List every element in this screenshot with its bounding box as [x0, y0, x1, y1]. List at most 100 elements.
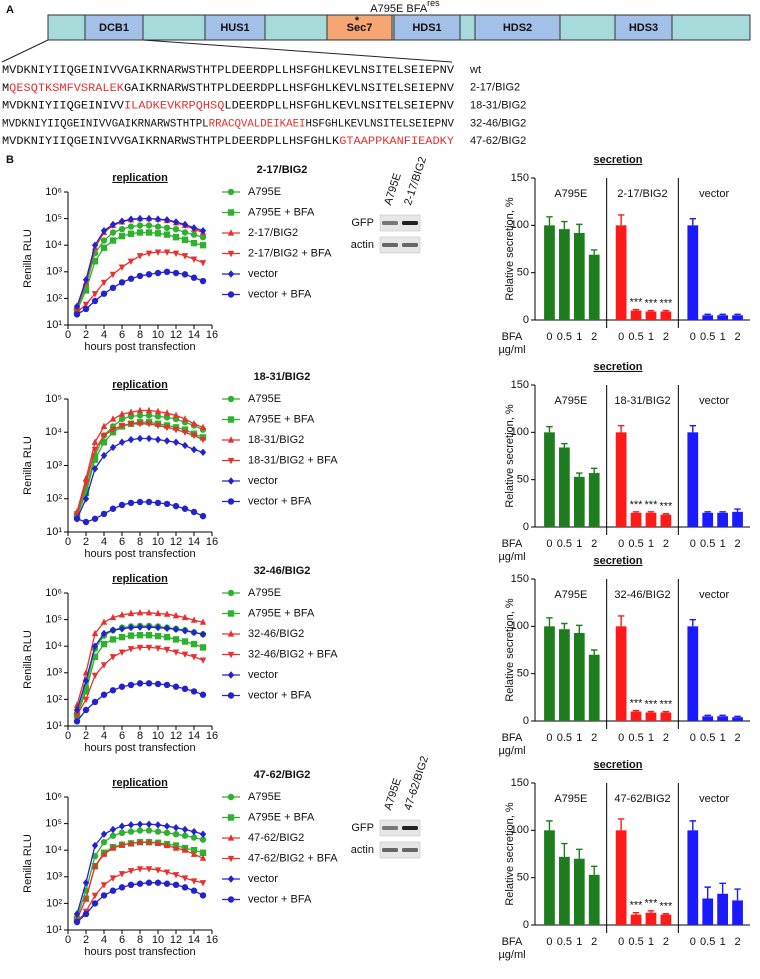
data-point [91, 438, 99, 445]
data-point [82, 480, 90, 487]
y-tick-label: 10² [46, 897, 62, 909]
data-point [199, 233, 207, 241]
data-point [199, 830, 207, 838]
sequence-segment: MVDKNIYIIQGEINIVVGAIKRNARWSTHTPLDEERDPLL… [2, 136, 339, 148]
bar [573, 476, 585, 527]
data-point [199, 448, 207, 456]
x-tick-label: 10 [152, 536, 164, 548]
group-label: 32-46/BIG2 [614, 589, 670, 601]
error-bar [719, 511, 726, 513]
blot-strip [379, 236, 421, 254]
data-point [136, 827, 144, 834]
sequence-segment: MVDKNIYIIQGEINIVV [2, 101, 124, 113]
data-point [127, 215, 135, 223]
error-bar [632, 511, 640, 513]
data-point [118, 438, 126, 446]
legend-label: 32-46/BIG2 [248, 628, 304, 640]
lane-label: A795E [382, 172, 404, 207]
data-point [91, 297, 99, 305]
data-point [154, 269, 162, 277]
data-point [127, 223, 135, 230]
bar [630, 310, 642, 320]
bar [559, 447, 570, 527]
domain [204, 14, 266, 41]
data-point [163, 414, 171, 421]
data-point [91, 698, 99, 706]
data-point [172, 611, 180, 619]
x-tick-label: 0 [546, 732, 552, 744]
data-point [100, 227, 108, 235]
legend-marker [227, 270, 235, 278]
y-tick-label: 10² [46, 693, 62, 705]
panel-label: A [6, 4, 14, 16]
bar [717, 716, 728, 721]
data-point [145, 498, 153, 506]
y-axis-label: Relative secretion, % [504, 802, 516, 906]
legend-label: 18-31/BIG2 [248, 434, 304, 446]
y-tick-label: 100 [511, 426, 529, 438]
data-point [154, 828, 162, 835]
data-point [82, 301, 90, 309]
x-tick-label: 0 [618, 538, 624, 550]
data-point [73, 718, 81, 725]
data-point [109, 443, 117, 452]
y-tick-label: 10⁵ [45, 614, 62, 626]
data-point [172, 683, 180, 690]
data-point [181, 271, 189, 278]
x-tick-label: 2 [83, 536, 89, 548]
panel-label: B [6, 154, 14, 166]
sequence-segment: HSFGHLKEVLNSITELSEIEPNV [305, 118, 454, 130]
data-point [91, 447, 99, 454]
x-tick-label: 0.5 [628, 732, 643, 744]
zoom-line [1, 39, 49, 63]
error-bar [576, 472, 583, 477]
error-bar [704, 714, 711, 717]
y-tick-label: 100 [511, 824, 529, 836]
y-tick-label: 10¹ [46, 924, 62, 936]
significance-label: *** [659, 901, 673, 913]
blot-band [382, 848, 398, 852]
data-point [91, 465, 99, 473]
data-point [73, 910, 81, 918]
bar [687, 432, 699, 527]
group-label: A795E [554, 793, 587, 805]
data-point [91, 291, 99, 298]
legend-label: 32-46/BIG2 + BFA [248, 648, 338, 660]
data-point [145, 838, 153, 845]
error-bar [734, 888, 741, 901]
data-point [109, 284, 117, 292]
bar [645, 512, 657, 527]
significance-label: *** [630, 296, 644, 308]
blot-band [402, 826, 418, 830]
bar [732, 511, 743, 527]
error-bar [576, 624, 583, 633]
data-point [118, 232, 126, 240]
y-tick-label: 10¹ [46, 319, 62, 331]
domain [474, 14, 561, 41]
legend-marker [227, 630, 235, 637]
data-point [181, 825, 189, 834]
data-point [163, 249, 171, 256]
legend-marker [227, 416, 235, 423]
legend-label: 47-62/BIG2 [248, 832, 304, 844]
data-point [127, 632, 135, 639]
data-point [73, 706, 81, 714]
legend-label: A795E + BFA [248, 206, 315, 218]
legend-marker [227, 589, 235, 597]
data-point [136, 609, 144, 616]
data-point [181, 505, 189, 512]
sequence: MVDKNIYIIQGEINIVVGAIKRNARWSTHTPLDEERDPLL… [2, 65, 454, 77]
legend-marker [227, 229, 235, 236]
x-tick-label: 0 [65, 730, 71, 742]
data-point [199, 618, 207, 625]
significance-label: *** [630, 697, 644, 709]
data-point [109, 229, 117, 236]
error-bar [719, 714, 726, 717]
data-point [118, 225, 126, 233]
data-point [199, 644, 207, 651]
data-point [109, 613, 117, 621]
error-bar [704, 886, 711, 899]
error-bar [561, 622, 568, 630]
data-point [100, 422, 108, 429]
